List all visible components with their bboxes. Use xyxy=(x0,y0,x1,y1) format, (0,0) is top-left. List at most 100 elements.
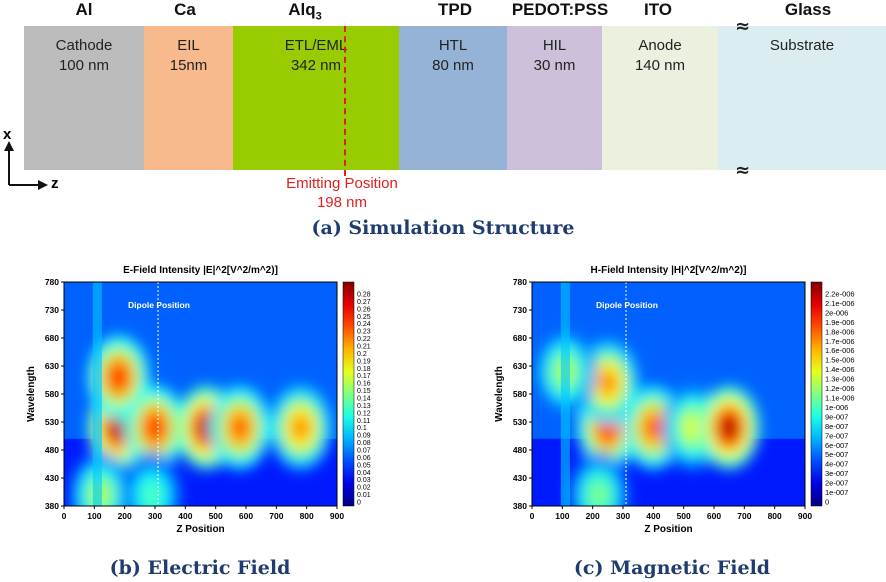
colorbar-label: 4e-007 xyxy=(825,460,848,469)
colorbar-label: 0.2 xyxy=(357,351,367,358)
colorbar-label: 0.16 xyxy=(357,381,371,388)
x-tick-label: 100 xyxy=(555,511,569,521)
x-tick-label: 0 xyxy=(530,511,535,521)
field-hotspot xyxy=(720,415,738,440)
layer-etl-eml: ETL/EML 342 nm xyxy=(233,26,399,170)
x-tick-label: 400 xyxy=(646,511,660,521)
colorbar-label: 1.7e-006 xyxy=(825,337,855,346)
x-tick-label: 300 xyxy=(148,511,162,521)
colorbar-label: 0.24 xyxy=(357,321,371,328)
colorbar-label: 1.4e-006 xyxy=(825,365,855,374)
colorbar-label: 0.13 xyxy=(357,403,371,410)
colorbar-label: 1.6e-006 xyxy=(825,346,855,355)
y-tick-label: 580 xyxy=(513,389,527,399)
x-tick-label: 100 xyxy=(87,511,101,521)
colorbar-label: 6e-007 xyxy=(825,441,848,450)
layer-cathode: Cathode 100 nm xyxy=(24,26,144,170)
colorbar-label: 1.3e-006 xyxy=(825,375,855,384)
break-symbol-bottom: ≈ xyxy=(735,160,751,181)
chart-title: H-Field Intensity |H|^2[V^2/m^2)] xyxy=(591,265,747,276)
material-tpd: TPD xyxy=(438,0,472,19)
layer-eil: EIL 15nm xyxy=(144,26,233,170)
chart-title: E-Field Intensity |E|^2[V^2/m^2)] xyxy=(123,265,278,276)
layer-thickness: 15nm xyxy=(169,57,208,74)
layer-thickness: 140 nm xyxy=(634,57,686,74)
x-axis-label: Z Position xyxy=(176,524,224,535)
layer-role: EIL xyxy=(177,37,200,54)
colorbar-label: 2e-007 xyxy=(825,479,848,488)
x-tick-label: 600 xyxy=(707,511,721,521)
colorbar-label: 1.8e-006 xyxy=(825,327,855,336)
colorbar-label: 3e-007 xyxy=(825,469,848,478)
x-tick-label: 300 xyxy=(616,511,630,521)
colorbar-label: 8e-007 xyxy=(825,422,848,431)
colorbar-label: 0.27 xyxy=(357,299,371,306)
x-tick-label: 700 xyxy=(269,511,283,521)
y-axis-label: Wavelength xyxy=(494,366,505,422)
x-tick-label: 200 xyxy=(586,511,600,521)
layer-role: Anode xyxy=(638,37,682,54)
field-stripe xyxy=(92,282,102,506)
field-hotspot xyxy=(109,365,128,390)
colorbar-label: 0.03 xyxy=(357,477,371,484)
field-hotspot xyxy=(291,415,310,440)
colorbar-label: 0.05 xyxy=(357,462,371,469)
x-tick-label: 500 xyxy=(209,511,223,521)
x-tick-label: 800 xyxy=(768,511,782,521)
emitting-position-label: Emitting Position 198 nm xyxy=(260,174,424,212)
field-hotspot xyxy=(589,482,608,506)
x-tick-label: 700 xyxy=(737,511,751,521)
hfield-chart: H-Field Intensity |H|^2[V^2/m^2)] Dipole … xyxy=(488,258,856,548)
colorbar-label: 0.07 xyxy=(357,448,371,455)
colorbar-label: 0.12 xyxy=(357,410,371,417)
caption-magnetic-field: (c) Magnetic Field xyxy=(573,557,771,579)
colorbar-label: 0.23 xyxy=(357,329,371,336)
colorbar xyxy=(810,281,823,507)
x-tick-label: 900 xyxy=(798,511,812,521)
colorbar-label: 0.09 xyxy=(357,433,371,440)
colorbar-label: 0.01 xyxy=(357,492,371,499)
colorbar-label: 7e-007 xyxy=(825,431,848,440)
y-axis-label: Wavelength xyxy=(26,366,37,422)
layer-thickness: 30 nm xyxy=(533,57,576,74)
colorbar-label: 0.04 xyxy=(357,470,371,477)
material-ito: ITO xyxy=(643,0,673,19)
y-tick-label: 630 xyxy=(45,361,59,371)
axes-arrows xyxy=(4,141,48,190)
colorbar-label: 0.21 xyxy=(357,344,371,351)
colorbar-label: 0.26 xyxy=(357,306,371,313)
y-tick-label: 680 xyxy=(513,333,527,343)
heatmap-field xyxy=(532,282,805,506)
colorbar-label: 0.08 xyxy=(357,440,371,447)
field-hotspot xyxy=(644,415,663,440)
colorbar-label: 0.11 xyxy=(357,418,370,425)
material-al: Al xyxy=(75,0,93,19)
colorbar-label: 0.15 xyxy=(357,388,371,395)
y-tick-label: 680 xyxy=(45,333,59,343)
colorbar-label: 0 xyxy=(825,498,829,507)
x-tick-label: 200 xyxy=(118,511,132,521)
axis-z-label: z xyxy=(51,175,59,192)
x-tick-label: 800 xyxy=(300,511,314,521)
y-tick-label: 780 xyxy=(45,277,59,287)
layer-role: HTL xyxy=(438,37,468,54)
caption-structure: (a) Simulation Structure xyxy=(311,217,575,239)
layer-anode: Anode 140 nm xyxy=(602,26,718,170)
structure-diagram: Al Ca Alq3 TPD PEDOT:PSS ITO Glass Catho… xyxy=(0,0,886,245)
y-tick-label: 630 xyxy=(513,361,527,371)
y-tick-label: 430 xyxy=(45,473,59,483)
emitting-label: Emitting Position xyxy=(286,175,398,192)
material-ca: Ca xyxy=(174,0,196,19)
break-symbol-top: ≈ xyxy=(735,16,751,37)
axis-x-label: x xyxy=(3,126,12,143)
x-tick-label: 900 xyxy=(330,511,344,521)
layer-role: Cathode xyxy=(55,37,113,54)
colorbar xyxy=(342,281,355,507)
colorbar-label: 0.06 xyxy=(357,455,371,462)
colorbar-label: 5e-007 xyxy=(825,450,848,459)
colorbar-label: 0.22 xyxy=(357,336,371,343)
y-tick-label: 580 xyxy=(45,389,59,399)
colorbar-label: 1e-007 xyxy=(825,488,848,497)
field-hotspot xyxy=(146,415,164,440)
efield-heatmap-svg: E-Field Intensity |E|^2[V^2/m^2)] Dipole … xyxy=(26,265,371,535)
